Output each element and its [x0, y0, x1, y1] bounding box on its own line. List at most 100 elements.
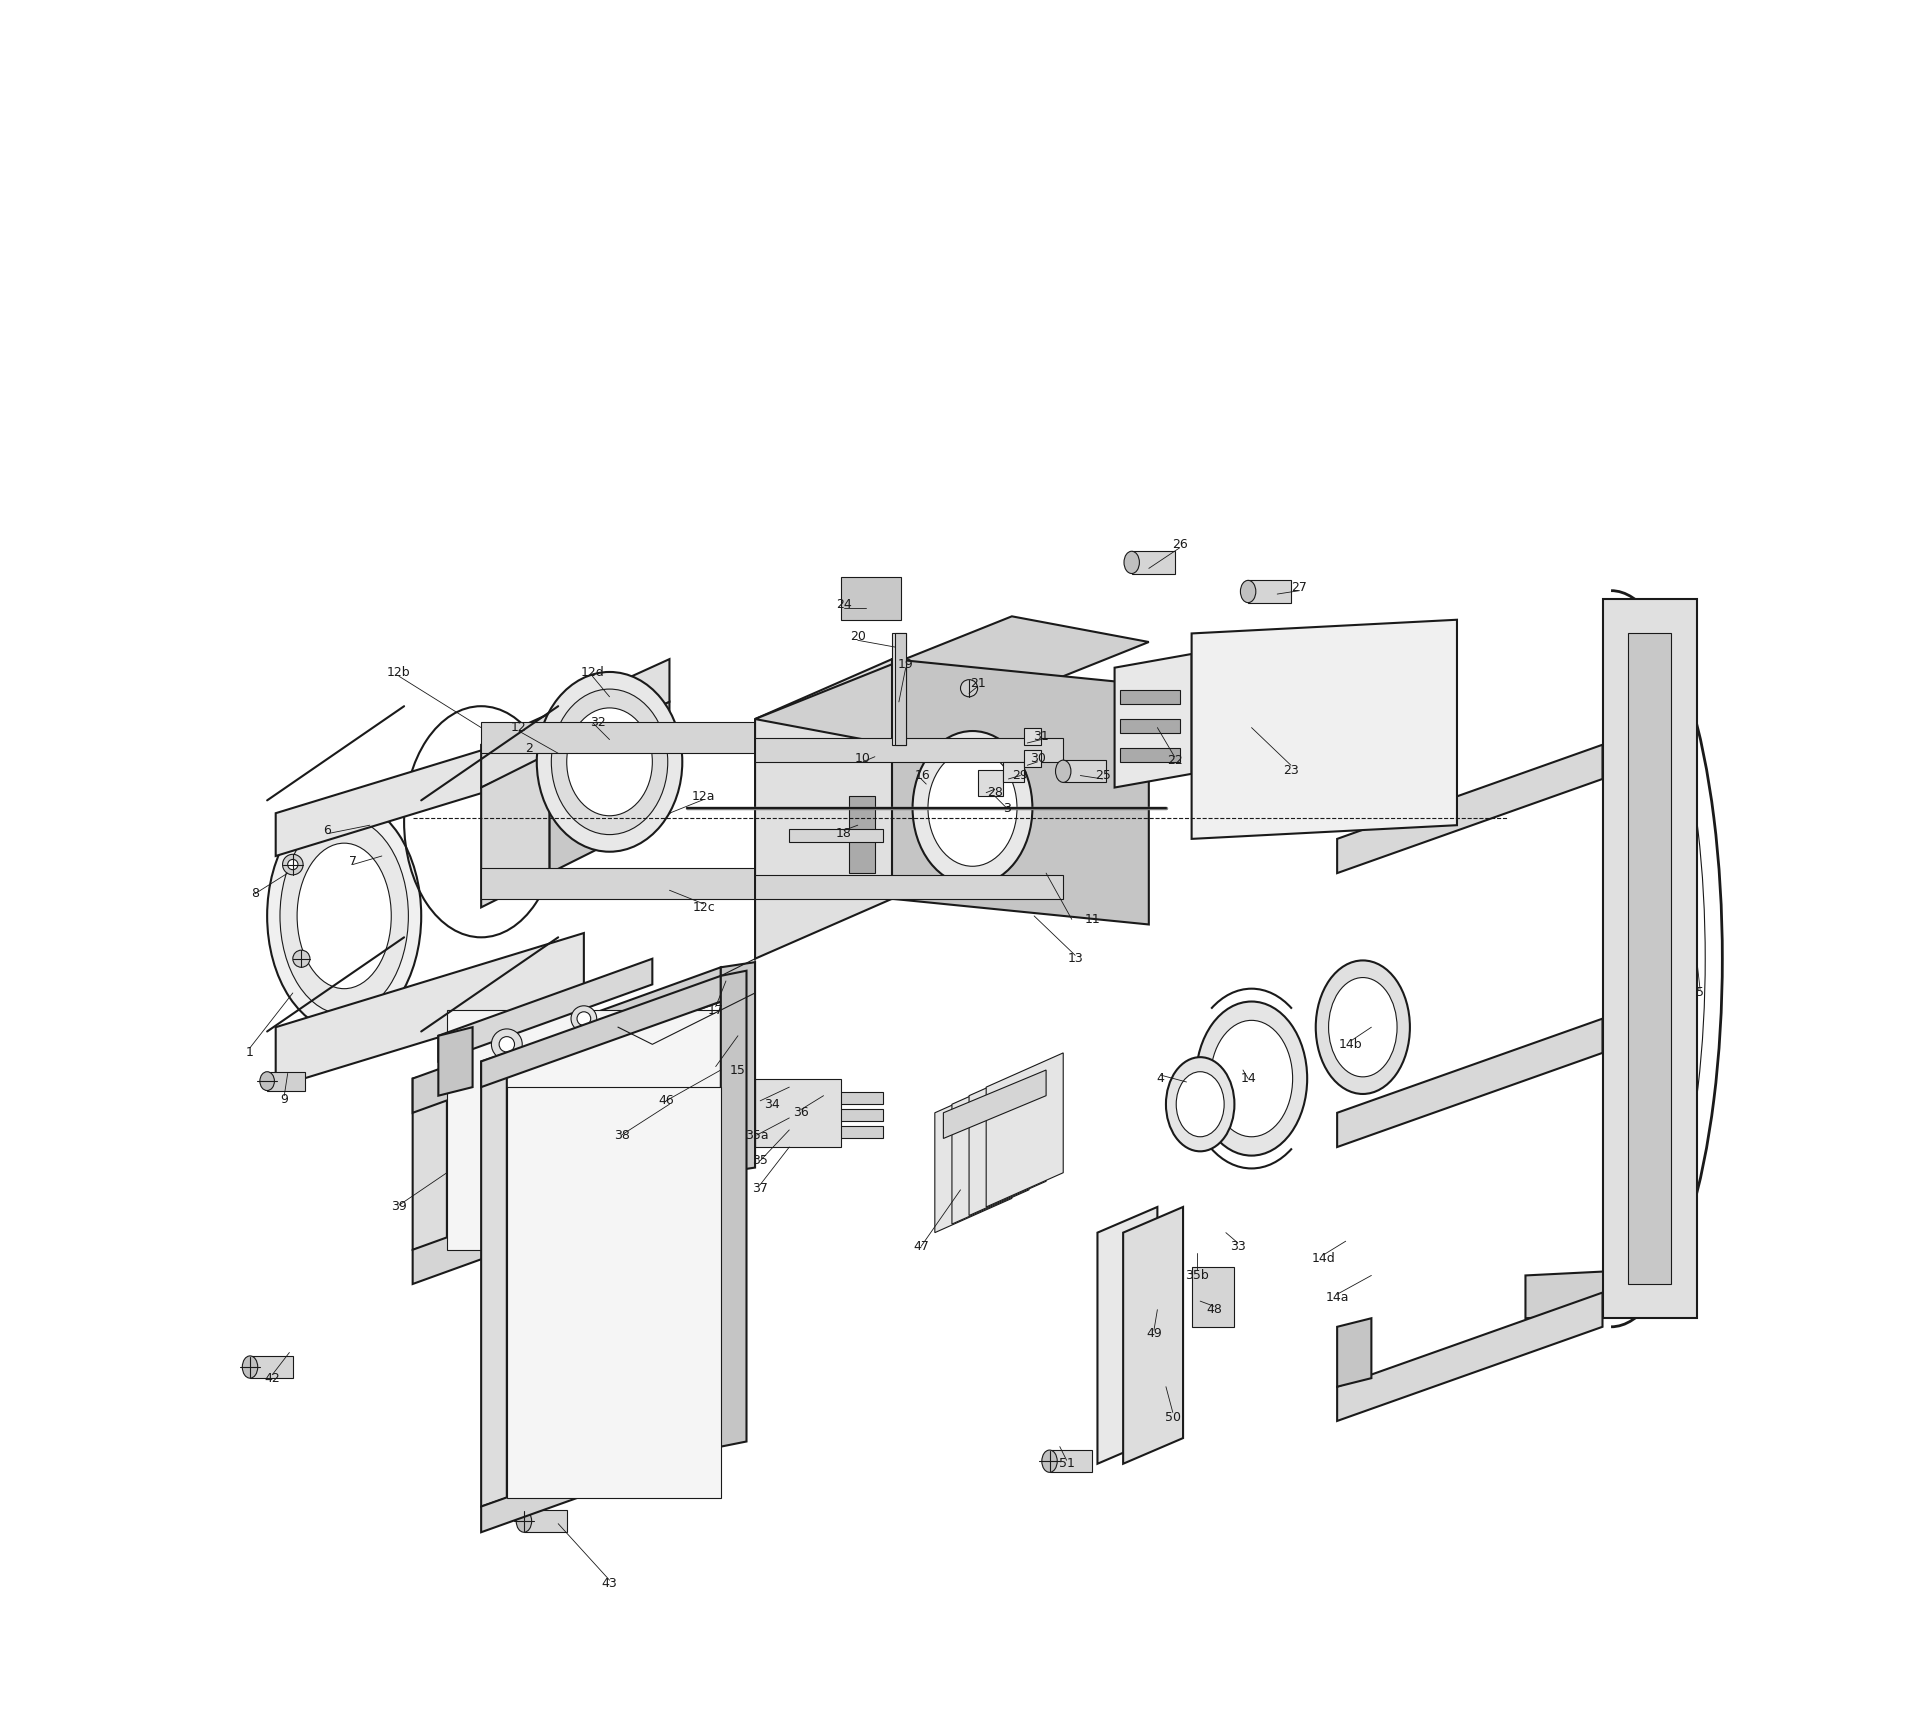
- Polygon shape: [1097, 1207, 1156, 1464]
- Polygon shape: [936, 1079, 1012, 1233]
- Ellipse shape: [517, 1510, 532, 1532]
- Bar: [1024, 750, 1041, 767]
- Ellipse shape: [280, 818, 409, 1014]
- Bar: [1191, 1267, 1235, 1327]
- Text: 5: 5: [1696, 986, 1704, 1000]
- Text: 35: 35: [753, 1154, 768, 1168]
- Bar: [1062, 760, 1106, 782]
- Ellipse shape: [259, 1072, 275, 1091]
- Text: 14d: 14d: [1312, 1251, 1335, 1265]
- Bar: [978, 770, 1003, 796]
- Text: 12d: 12d: [580, 666, 605, 680]
- Ellipse shape: [1241, 580, 1256, 603]
- Polygon shape: [943, 1070, 1047, 1138]
- Text: 38: 38: [613, 1128, 630, 1142]
- Ellipse shape: [928, 750, 1016, 866]
- Polygon shape: [1337, 1293, 1602, 1421]
- Text: 33: 33: [1229, 1239, 1245, 1253]
- Polygon shape: [720, 962, 755, 1173]
- Ellipse shape: [492, 1029, 523, 1060]
- Text: 11: 11: [1085, 912, 1101, 926]
- Text: 12c: 12c: [692, 901, 715, 914]
- Text: 49: 49: [1147, 1327, 1162, 1340]
- Polygon shape: [480, 1421, 720, 1532]
- Text: 39: 39: [392, 1200, 407, 1214]
- Text: 18: 18: [836, 827, 853, 841]
- Polygon shape: [755, 659, 891, 959]
- Text: 35a: 35a: [745, 1128, 768, 1142]
- Text: 30: 30: [1030, 752, 1045, 765]
- Text: 6: 6: [323, 823, 330, 837]
- Ellipse shape: [267, 801, 421, 1031]
- Text: 12: 12: [511, 721, 526, 734]
- Polygon shape: [438, 1027, 473, 1096]
- Text: 28: 28: [987, 786, 1003, 800]
- Bar: [780, 1126, 884, 1138]
- Polygon shape: [1114, 654, 1191, 788]
- Text: 26: 26: [1172, 538, 1187, 551]
- Polygon shape: [480, 753, 549, 907]
- Text: 14a: 14a: [1325, 1291, 1349, 1305]
- Text: 35b: 35b: [1185, 1269, 1208, 1282]
- Ellipse shape: [567, 709, 653, 817]
- Bar: [1629, 633, 1671, 1284]
- Text: 14b: 14b: [1339, 1037, 1362, 1051]
- Text: 16: 16: [914, 769, 930, 782]
- Polygon shape: [480, 659, 669, 788]
- Bar: [780, 1092, 884, 1104]
- Polygon shape: [549, 702, 669, 873]
- Ellipse shape: [912, 731, 1032, 885]
- Text: 42: 42: [265, 1371, 280, 1385]
- Bar: [780, 1109, 884, 1121]
- Ellipse shape: [1197, 1002, 1306, 1156]
- Bar: [448, 1010, 720, 1250]
- Polygon shape: [413, 1138, 720, 1284]
- Text: 32: 32: [590, 716, 605, 729]
- Bar: [755, 875, 1062, 899]
- Polygon shape: [1337, 745, 1602, 873]
- Text: 36: 36: [793, 1106, 809, 1120]
- Polygon shape: [413, 967, 720, 1113]
- Ellipse shape: [298, 842, 392, 990]
- Text: 21: 21: [970, 676, 985, 690]
- Ellipse shape: [960, 680, 978, 697]
- Polygon shape: [413, 1070, 448, 1250]
- Polygon shape: [985, 1053, 1062, 1207]
- Ellipse shape: [1316, 960, 1410, 1094]
- Polygon shape: [438, 959, 653, 1061]
- Polygon shape: [891, 659, 1149, 924]
- Polygon shape: [1525, 1267, 1696, 1318]
- Text: 34: 34: [765, 1097, 780, 1111]
- Text: 43: 43: [601, 1577, 617, 1590]
- Bar: [480, 722, 926, 753]
- Polygon shape: [968, 1061, 1047, 1216]
- Bar: [250, 1356, 292, 1378]
- Polygon shape: [953, 1070, 1030, 1224]
- Text: 29: 29: [1012, 769, 1028, 782]
- Ellipse shape: [1124, 551, 1139, 574]
- Bar: [1003, 762, 1024, 782]
- Text: 46: 46: [659, 1094, 674, 1108]
- Text: 27: 27: [1291, 580, 1308, 594]
- Bar: [841, 577, 901, 620]
- Polygon shape: [720, 971, 747, 1447]
- Text: 12a: 12a: [692, 789, 715, 803]
- Text: 17: 17: [707, 1003, 724, 1017]
- Bar: [507, 1087, 720, 1498]
- Polygon shape: [277, 933, 584, 1087]
- Bar: [1024, 728, 1041, 745]
- Ellipse shape: [536, 673, 682, 851]
- Ellipse shape: [282, 854, 304, 875]
- Ellipse shape: [1210, 1020, 1293, 1137]
- Bar: [1049, 1450, 1093, 1472]
- Bar: [790, 829, 884, 842]
- Bar: [1120, 690, 1179, 704]
- Text: 24: 24: [836, 597, 851, 611]
- Bar: [1602, 599, 1696, 1318]
- Ellipse shape: [1041, 1450, 1057, 1472]
- Polygon shape: [1337, 1019, 1602, 1147]
- Text: 13: 13: [1068, 952, 1083, 966]
- Polygon shape: [1337, 1318, 1372, 1387]
- Polygon shape: [755, 616, 1149, 745]
- Bar: [1120, 748, 1179, 762]
